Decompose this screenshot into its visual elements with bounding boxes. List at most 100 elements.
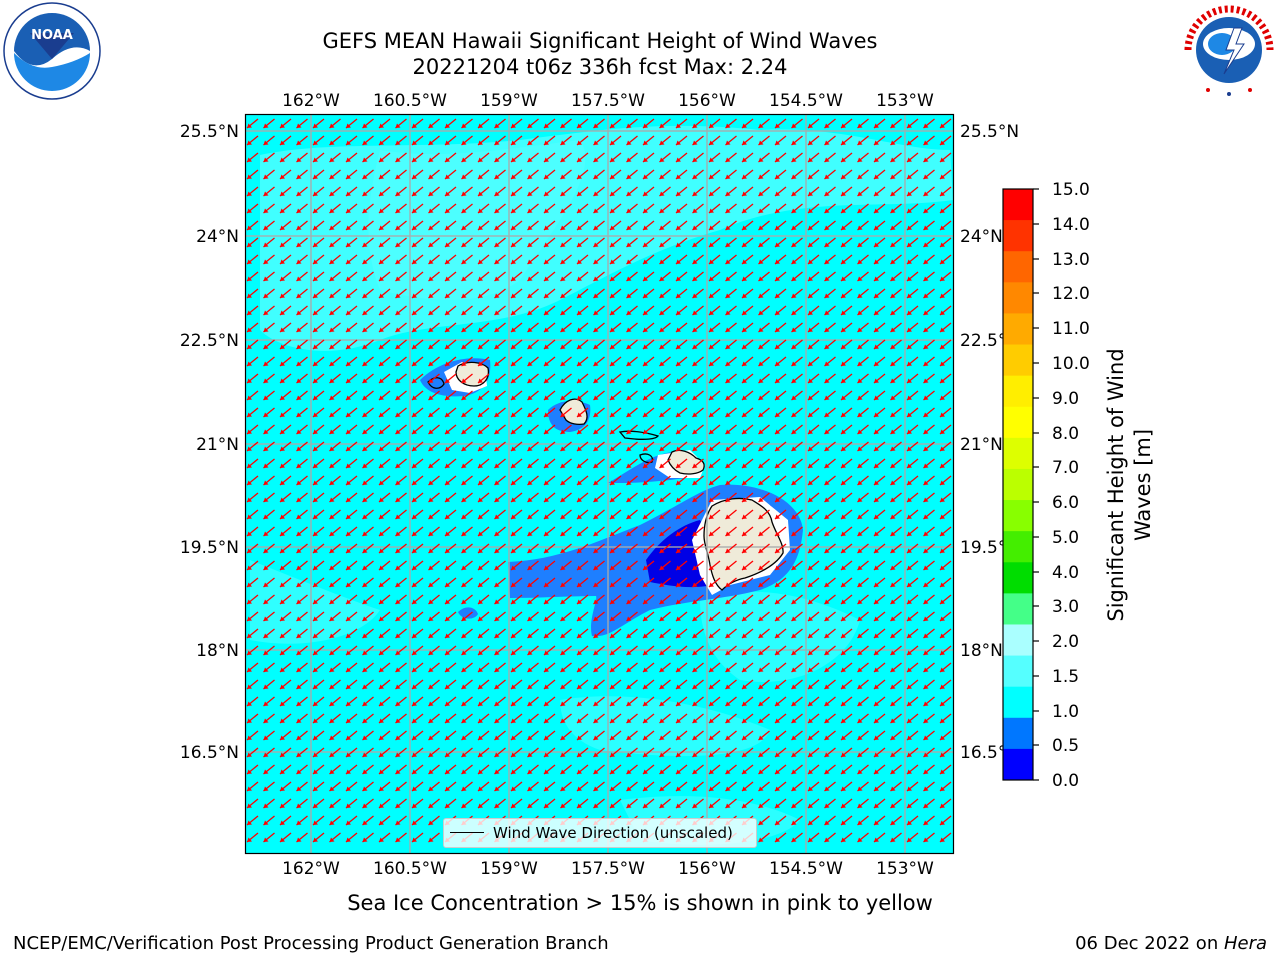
wave-direction-arrow xyxy=(312,696,325,707)
wave-direction-arrow xyxy=(345,781,358,792)
wave-direction-arrow xyxy=(246,339,259,350)
wave-direction-arrow xyxy=(395,577,407,588)
wave-direction-arrow xyxy=(296,390,308,401)
wave-direction-arrow xyxy=(527,203,539,214)
wave-direction-arrow xyxy=(873,628,886,639)
wave-direction-arrow xyxy=(840,186,853,197)
wave-direction-arrow xyxy=(312,339,325,350)
wave-direction-arrow xyxy=(345,526,358,537)
wave-direction-arrow xyxy=(626,594,638,605)
wave-direction-arrow xyxy=(593,305,605,316)
wave-direction-arrow xyxy=(626,254,638,265)
colorbar-tick-label: 8.0 xyxy=(1052,424,1079,444)
wave-direction-arrow xyxy=(708,322,721,333)
wave-direction-arrow xyxy=(329,118,341,129)
wave-direction-arrow xyxy=(543,390,556,401)
wave-direction-arrow xyxy=(824,781,836,792)
wave-direction-arrow xyxy=(279,662,292,673)
wave-direction-arrow xyxy=(659,186,671,197)
wave-direction-arrow xyxy=(923,509,935,520)
wave-direction-arrow xyxy=(675,118,688,129)
wave-region-light xyxy=(560,696,770,756)
wave-direction-arrow xyxy=(593,390,605,401)
wave-direction-arrow xyxy=(807,373,820,384)
wave-direction-arrow xyxy=(510,577,523,588)
wave-direction-arrow xyxy=(758,747,770,758)
wave-direction-arrow xyxy=(246,458,259,469)
wave-direction-arrow xyxy=(807,730,820,741)
wave-direction-arrow xyxy=(461,730,473,741)
wave-direction-arrow xyxy=(461,747,473,758)
wave-direction-arrow xyxy=(345,764,358,775)
wave-direction-arrow xyxy=(543,305,556,316)
wave-direction-arrow xyxy=(345,509,358,520)
wave-direction-arrow xyxy=(692,305,704,316)
wave-direction-arrow xyxy=(329,135,341,146)
wave-direction-arrow xyxy=(576,135,589,146)
wave-direction-arrow xyxy=(807,356,820,367)
wave-direction-arrow xyxy=(593,169,605,180)
wave-direction-arrow xyxy=(494,288,506,299)
wave-direction-arrow xyxy=(642,339,655,350)
wave-direction-arrow xyxy=(527,526,539,537)
wave-direction-arrow xyxy=(510,424,523,435)
wave-direction-arrow xyxy=(510,526,523,537)
wave-direction-arrow xyxy=(857,747,869,758)
wave-direction-arrow xyxy=(642,543,655,554)
wave-direction-arrow xyxy=(576,611,589,622)
colorbar-segment xyxy=(1003,313,1033,346)
wave-direction-arrow xyxy=(609,373,622,384)
wave-direction-arrow xyxy=(626,356,638,367)
wave-direction-arrow xyxy=(560,764,572,775)
wave-direction-arrow xyxy=(642,781,655,792)
wave-direction-arrow xyxy=(675,322,688,333)
wave-direction-arrow xyxy=(642,356,655,367)
wave-direction-arrow xyxy=(510,390,523,401)
wave-direction-arrow xyxy=(263,713,275,724)
wave-direction-arrow xyxy=(494,424,506,435)
wave-direction-arrow xyxy=(659,407,671,418)
wave-direction-arrow xyxy=(741,764,754,775)
wave-direction-arrow xyxy=(774,509,787,520)
wave-direction-arrow xyxy=(824,764,836,775)
wave-direction-arrow xyxy=(477,560,490,571)
wave-direction-arrow xyxy=(279,475,292,486)
wave-direction-arrow xyxy=(906,662,919,673)
wave-direction-arrow xyxy=(609,662,622,673)
wave-direction-arrow xyxy=(395,169,407,180)
wave-direction-arrow xyxy=(510,747,523,758)
wave-direction-arrow xyxy=(296,186,308,197)
wave-direction-arrow xyxy=(708,118,721,129)
wave-direction-arrow xyxy=(444,645,457,656)
wave-direction-arrow xyxy=(857,815,869,826)
wave-direction-arrow xyxy=(692,271,704,282)
wave-direction-arrow xyxy=(378,288,391,299)
wave-direction-arrow xyxy=(593,696,605,707)
wave-direction-arrow xyxy=(246,152,259,163)
top-lon-label: 154.5°W xyxy=(769,91,843,111)
wave-direction-arrow xyxy=(758,390,770,401)
wave-direction-arrow xyxy=(345,203,358,214)
wave-direction-arrow xyxy=(642,203,655,214)
wave-direction-arrow xyxy=(708,594,721,605)
wave-direction-arrow xyxy=(774,577,787,588)
wave-direction-arrow xyxy=(890,594,902,605)
wave-direction-arrow xyxy=(461,339,473,350)
wave-direction-arrow xyxy=(296,339,308,350)
wave-direction-arrow xyxy=(411,798,424,809)
wave-direction-arrow xyxy=(362,679,374,690)
wave-direction-arrow xyxy=(626,662,638,673)
wave-direction-arrow xyxy=(642,407,655,418)
wave-direction-arrow xyxy=(824,645,836,656)
wave-direction-arrow xyxy=(923,407,935,418)
wave-direction-arrow xyxy=(675,764,688,775)
wave-direction-arrow xyxy=(362,458,374,469)
wave-direction-arrow xyxy=(923,832,935,843)
wave-direction-arrow xyxy=(527,645,539,656)
wave-direction-arrow xyxy=(362,169,374,180)
wave-direction-arrow xyxy=(279,764,292,775)
wave-direction-arrow xyxy=(411,832,424,843)
wave-direction-arrow xyxy=(296,696,308,707)
wave-direction-arrow xyxy=(824,526,836,537)
wave-direction-arrow xyxy=(444,203,457,214)
